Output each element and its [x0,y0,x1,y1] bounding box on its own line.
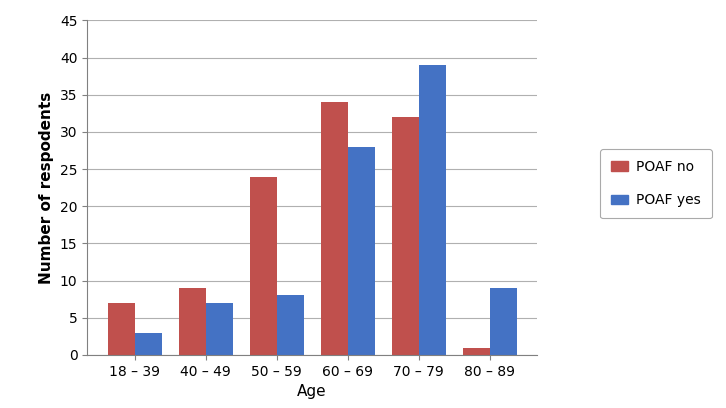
Bar [277,295,303,355]
Bar [321,102,348,355]
Legend: POAF no, POAF yes: POAF no, POAF yes [600,149,711,218]
X-axis label: Age: Age [298,384,327,399]
Bar [348,147,375,355]
Bar [490,288,517,355]
Bar [179,288,205,355]
Y-axis label: Number of respodents: Number of respodents [39,91,54,284]
Bar [462,348,490,355]
Bar [392,117,419,355]
Bar [250,177,277,355]
Bar [419,65,446,355]
Bar [134,333,162,355]
Bar [107,303,134,355]
Bar [205,303,232,355]
